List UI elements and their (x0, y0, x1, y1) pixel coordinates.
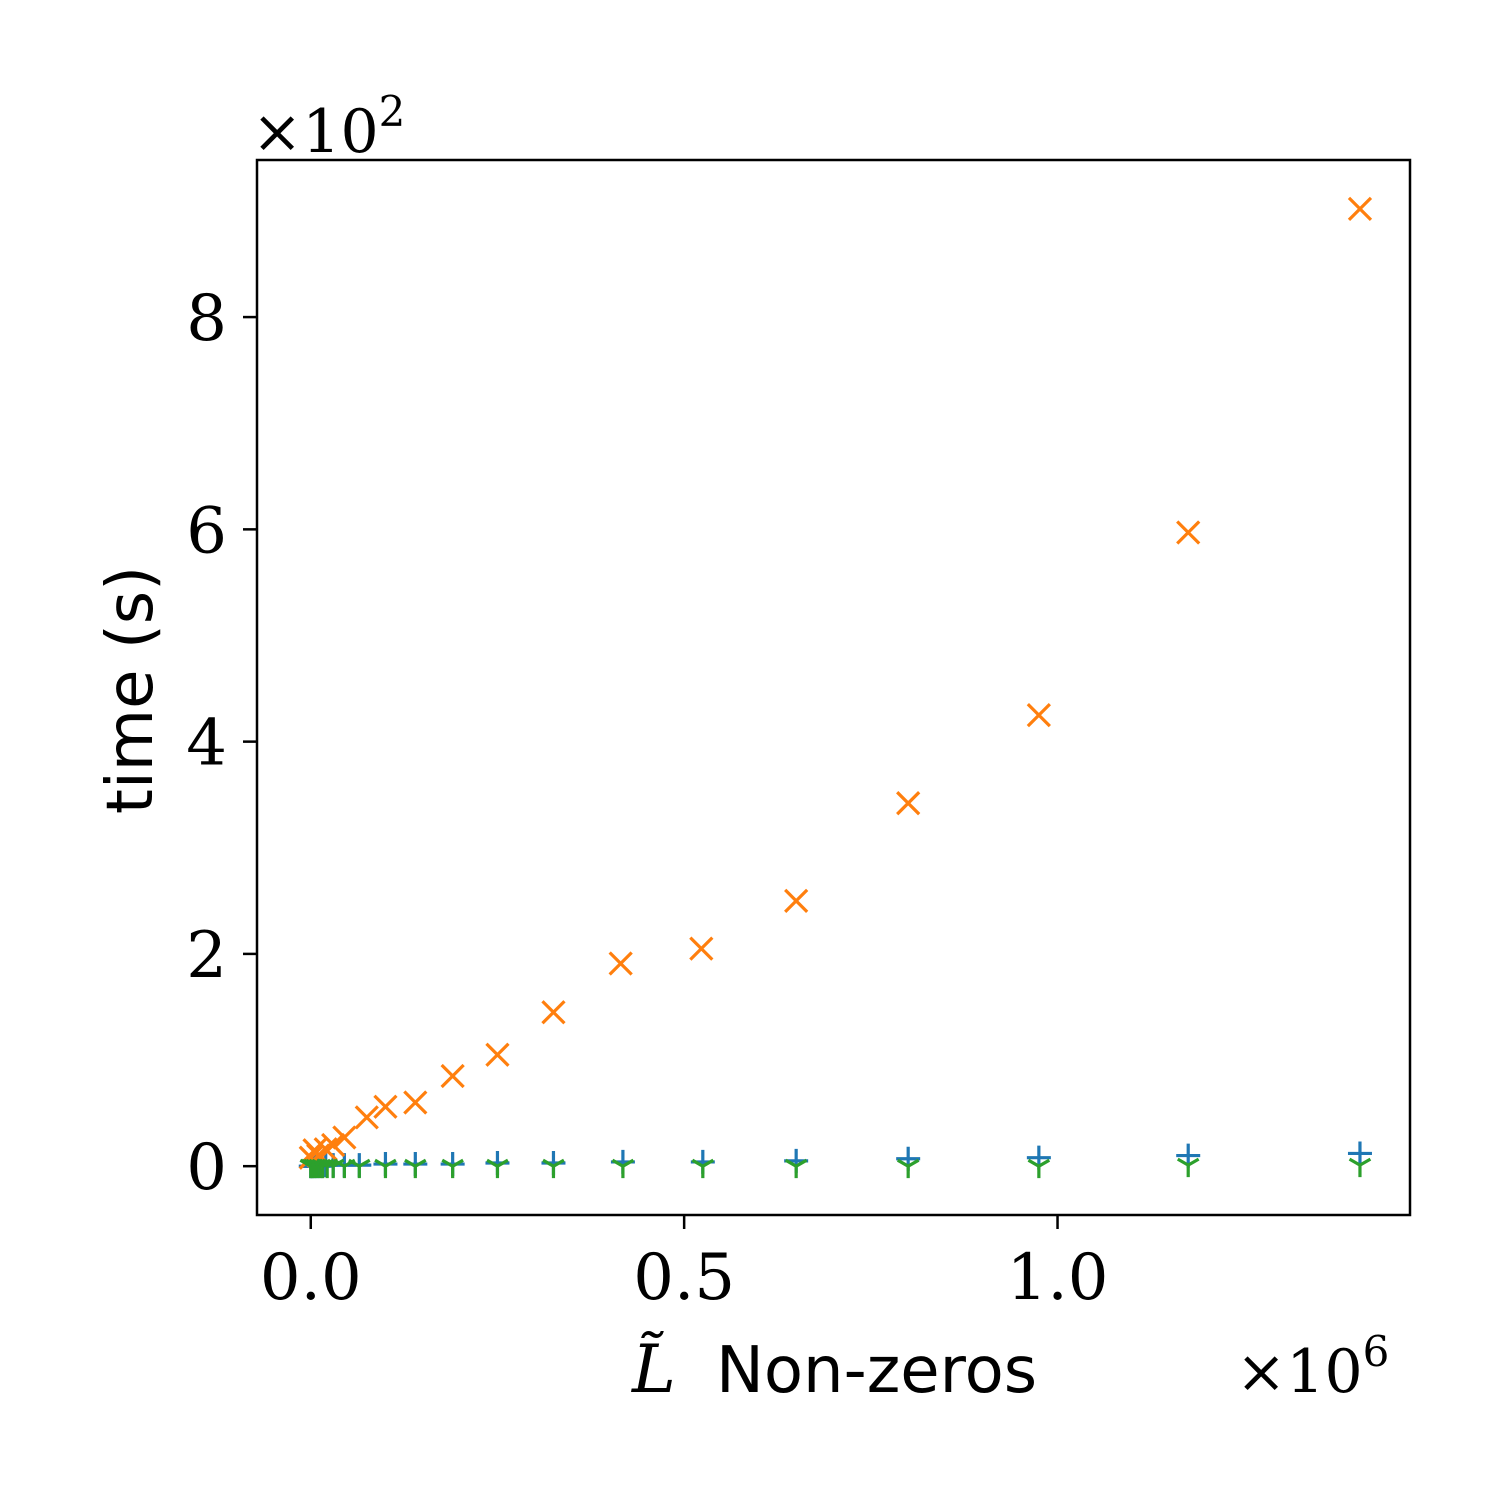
data-point (1348, 1157, 1372, 1178)
plot-marks (298, 196, 1373, 1179)
y-tick-label: 2 (186, 919, 227, 993)
x-marker (313, 1137, 338, 1162)
data-point (374, 1158, 397, 1179)
data-point (608, 951, 633, 976)
y-axis-label: time (s) (94, 566, 168, 814)
tri-down-marker (374, 1158, 397, 1179)
data-point (354, 1105, 379, 1130)
data-point (485, 1042, 510, 1067)
data-point (403, 1090, 428, 1115)
data-point (611, 1158, 635, 1179)
axes: 0.0 0.5 1.0 0 2 4 6 8 (186, 282, 1108, 1315)
x-marker (1026, 702, 1051, 728)
x-axis-symbol: L̃ (631, 1331, 676, 1408)
x-axis-label: Non-zeros (716, 1334, 1037, 1408)
data-point (541, 1000, 566, 1025)
x-marker (689, 936, 714, 961)
series-2 (298, 196, 1373, 1170)
tri-down-marker (784, 1158, 808, 1179)
data-point (1176, 1157, 1200, 1178)
tri-down-marker (896, 1158, 920, 1179)
tri-down-marker (486, 1158, 509, 1179)
data-point (441, 1158, 464, 1179)
tri-down-marker (542, 1158, 565, 1179)
x-tick-label: 0.0 (260, 1241, 362, 1315)
tri-down-marker (404, 1158, 427, 1179)
tri-down-marker (1027, 1158, 1051, 1179)
tri-down-marker (1348, 1157, 1372, 1178)
x-marker (403, 1090, 428, 1115)
data-point (348, 1158, 371, 1179)
x-multiplier-label: ×106 (1236, 1327, 1389, 1407)
y-tick-label: 0 (186, 1131, 227, 1205)
data-point (542, 1158, 565, 1179)
data-point (1347, 196, 1373, 221)
data-point (440, 1063, 465, 1089)
data-point (1347, 1141, 1372, 1166)
y-multiplier-label: ×102 (252, 87, 405, 167)
x-multiplier-exponent: 6 (1363, 1327, 1390, 1376)
plus-marker (1347, 1141, 1372, 1166)
x-marker (321, 1132, 346, 1158)
x-marker (784, 888, 809, 913)
x-marker (1176, 520, 1201, 545)
plot-frame (255, 158, 1412, 1217)
series-1 (298, 1141, 1372, 1179)
x-marker (485, 1042, 510, 1067)
data-point (321, 1132, 346, 1158)
tri-down-marker (691, 1158, 715, 1179)
x-marker (608, 951, 633, 976)
data-point (896, 1158, 920, 1179)
x-marker (373, 1094, 398, 1119)
series-3 (299, 1157, 1372, 1179)
x-marker (440, 1063, 465, 1089)
x-marker (541, 1000, 566, 1025)
x-tick-label: 1.0 (1007, 1241, 1109, 1315)
x-marker (896, 791, 921, 816)
x-marker (1347, 196, 1373, 221)
x-marker (354, 1105, 379, 1130)
y-tick-label: 6 (186, 494, 227, 568)
data-point (332, 1125, 357, 1150)
data-point (313, 1137, 338, 1162)
tri-down-marker (441, 1158, 464, 1179)
data-point (784, 888, 809, 913)
data-point (486, 1158, 509, 1179)
data-point (784, 1158, 808, 1179)
data-point (691, 1158, 715, 1179)
y-tick-label: 8 (186, 282, 227, 356)
data-point (373, 1094, 398, 1119)
data-point (1026, 702, 1051, 728)
data-point (1176, 520, 1201, 545)
y-multiplier-exponent: 2 (379, 87, 406, 136)
data-point (896, 791, 921, 816)
tri-down-marker (1176, 1157, 1200, 1178)
data-point (404, 1158, 427, 1179)
tri-down-marker (611, 1158, 635, 1179)
data-point (1027, 1158, 1051, 1179)
x-marker (332, 1125, 357, 1150)
x-tick-label: 0.5 (633, 1241, 735, 1315)
data-point (689, 936, 714, 961)
y-tick-label: 4 (186, 707, 227, 781)
tri-down-marker (348, 1158, 371, 1179)
